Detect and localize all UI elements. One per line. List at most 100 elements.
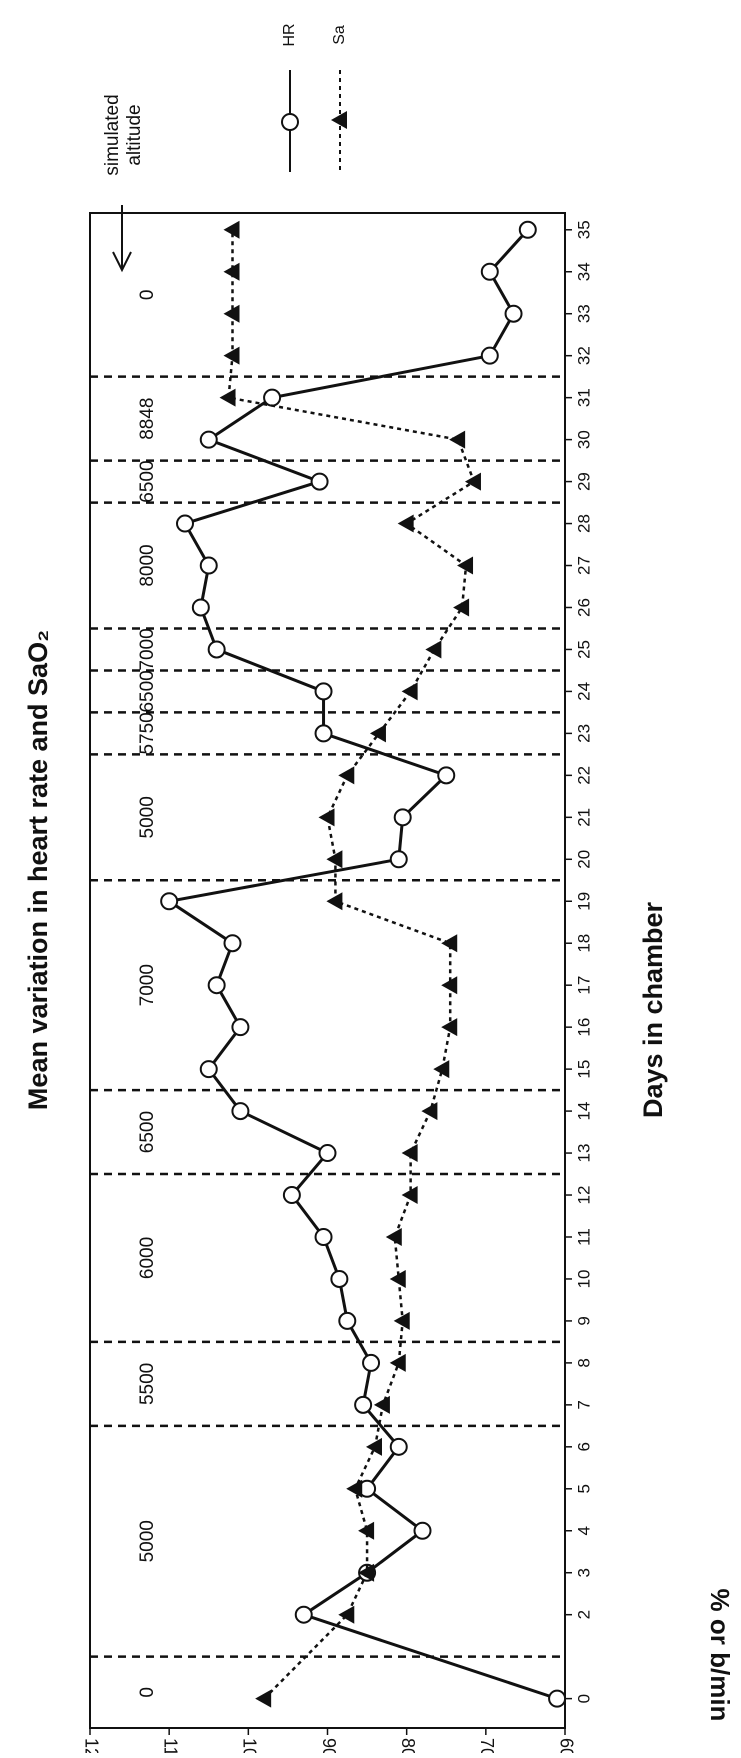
x-tick-label: 16	[574, 1018, 593, 1037]
x-tick-label: 14	[574, 1102, 593, 1121]
sa-marker	[401, 1144, 418, 1163]
x-tick-label: 7	[574, 1400, 593, 1409]
sa-marker	[457, 556, 474, 575]
x-tick-label: 23	[574, 724, 593, 743]
hr-marker	[393, 808, 412, 827]
x-tick-label: 15	[574, 1060, 593, 1079]
y-axis-label: % or b/min	[705, 1589, 735, 1722]
sa-marker	[338, 766, 355, 785]
sa-marker	[397, 514, 414, 533]
hr-marker	[207, 640, 226, 659]
x-tick-label: 4	[574, 1526, 593, 1535]
phase-label: 6500	[137, 1111, 158, 1153]
sa-marker	[385, 1227, 402, 1246]
sa-marker	[373, 1395, 390, 1414]
hr-marker	[389, 850, 408, 869]
hr-marker	[480, 346, 499, 365]
phase-label: 0	[137, 290, 158, 301]
hr-marker	[176, 514, 194, 533]
x-tick-label: 20	[574, 850, 593, 869]
sa-marker	[223, 262, 240, 281]
x-tick-label: 31	[574, 388, 593, 407]
hr-marker	[231, 1102, 250, 1121]
x-tick-label: 2	[574, 1610, 593, 1619]
hr-marker	[548, 1689, 567, 1708]
sa-marker	[389, 1269, 406, 1288]
sa-marker	[223, 304, 240, 323]
x-tick-label: 35	[574, 220, 593, 239]
hr-marker	[263, 388, 282, 407]
plot-frame	[89, 212, 566, 1729]
phase-label: 7000	[137, 628, 158, 670]
y-tick-label: 100	[240, 1738, 260, 1753]
x-tick-label: 8	[574, 1358, 593, 1367]
sa-marker	[219, 388, 236, 407]
hr-marker	[480, 262, 499, 281]
hr-marker	[314, 682, 333, 701]
x-tick-label: 5	[574, 1484, 593, 1493]
annotation: simulated	[102, 94, 123, 175]
sa-marker	[425, 640, 442, 659]
x-tick-label: 27	[574, 556, 593, 575]
sa-marker	[441, 976, 458, 995]
hr-marker	[160, 892, 179, 911]
x-tick-label: 29	[574, 472, 593, 491]
hr-marker	[231, 1018, 250, 1037]
y-tick-label: 60	[556, 1738, 576, 1753]
hr-marker	[199, 430, 218, 449]
x-tick-label: 33	[574, 304, 593, 323]
hr-marker	[362, 1353, 381, 1372]
hr-marker	[330, 1269, 349, 1288]
sa-marker	[401, 682, 418, 701]
x-tick-label: 10	[574, 1269, 593, 1288]
hr-marker	[310, 472, 329, 491]
x-tick-label: 30	[574, 430, 593, 449]
hr-marker	[294, 1605, 313, 1624]
phase-label: 5000	[137, 796, 158, 838]
chart-title: Mean variation in heart rate and SaO₂	[23, 630, 53, 1110]
hr-marker	[207, 976, 226, 995]
x-tick-label: 28	[574, 514, 593, 533]
x-tick-label: 11	[574, 1228, 593, 1246]
x-tick-label: 24	[574, 682, 593, 701]
legend-marker	[331, 111, 347, 129]
phase-label: 5500	[137, 1363, 158, 1405]
annotation-arrow-head	[112, 251, 132, 273]
x-tick-label: 0	[574, 1694, 593, 1703]
hr-marker	[518, 220, 537, 239]
sa-marker	[464, 472, 481, 491]
hr-marker	[223, 934, 242, 953]
phase-label: 6500	[137, 670, 158, 712]
sa-marker	[393, 1311, 410, 1330]
x-tick-label: 21	[574, 808, 593, 827]
sa-marker	[389, 1353, 406, 1372]
sa-marker	[358, 1563, 375, 1582]
sa-marker	[338, 1605, 355, 1624]
sa-marker	[326, 892, 343, 911]
phase-label: 8848	[137, 397, 158, 439]
sa-marker	[326, 850, 343, 869]
hr-marker	[413, 1521, 432, 1540]
y-tick-label: 110	[160, 1738, 180, 1753]
x-tick-label: 3	[574, 1568, 593, 1577]
x-tick-label: 26	[574, 598, 593, 617]
sa-marker	[441, 1018, 458, 1037]
sa-marker	[223, 346, 240, 365]
hr-marker	[282, 1186, 301, 1205]
x-tick-label: 18	[574, 934, 593, 953]
annotation: altitude	[124, 104, 145, 165]
hr-marker	[199, 1060, 218, 1079]
sa-marker	[401, 1186, 418, 1205]
hr-marker	[314, 1227, 333, 1246]
phase-label: 5000	[137, 1520, 158, 1562]
sa-marker	[421, 1102, 438, 1121]
x-tick-label: 17	[574, 976, 593, 995]
sa-marker	[255, 1689, 272, 1708]
hr-marker	[199, 556, 218, 575]
y-tick-label: 80	[398, 1738, 418, 1753]
sa-marker	[453, 598, 470, 617]
sa-marker	[366, 1437, 382, 1456]
phase-label: 6000	[137, 1237, 158, 1279]
x-tick-label: 22	[574, 766, 593, 785]
x-tick-label: 12	[574, 1186, 593, 1205]
